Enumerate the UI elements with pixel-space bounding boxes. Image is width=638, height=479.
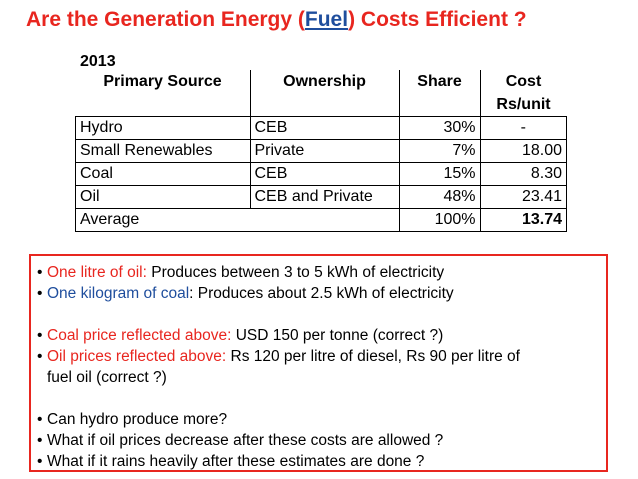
note-question: • What if oil prices decrease after these… (37, 430, 600, 451)
title-prefix: Are the Generation Energy (26, 8, 298, 31)
table-row: Small Renewables Private 7% 18.00 (75, 139, 567, 163)
cell-share: 30% (398, 116, 481, 140)
cell-source: Coal (75, 162, 251, 186)
note-coal-kg: • One kilogram of coal: Produces about 2.… (37, 283, 600, 304)
cell-ownership: CEB (249, 162, 400, 186)
cell-cost: 23.41 (479, 185, 567, 209)
note-text: Rs 120 per litre of diesel, Rs 90 per li… (226, 348, 520, 365)
note-text: : Produces about 2.5 kWh of electricity (189, 285, 454, 302)
average-label: Average (75, 208, 400, 232)
table-row: Oil CEB and Private 48% 23.41 (75, 185, 567, 209)
title-close-paren: ) (348, 8, 356, 31)
note-coal-price: • Coal price reflected above: USD 150 per… (37, 325, 600, 346)
note-label: Coal price reflected above: (47, 327, 232, 344)
cell-cost: 8.30 (479, 162, 567, 186)
note-text: USD 150 per tonne (correct ?) (231, 327, 444, 344)
title-suffix: Costs Efficient ? (355, 8, 527, 31)
table-year: 2013 (80, 53, 116, 70)
note-question: • Can hydro produce more? (37, 409, 600, 430)
average-cost: 13.74 (479, 208, 567, 232)
table-row: Hydro CEB 30% - (75, 116, 567, 140)
cell-share: 48% (398, 185, 481, 209)
bullet-icon: • (37, 348, 43, 365)
notes-box: • One litre of oil: Produces between 3 to… (29, 254, 608, 472)
bullet-icon: • (37, 453, 43, 470)
question-text: What if oil prices decrease after these … (47, 432, 444, 449)
table-row: Coal CEB 15% 8.30 (75, 162, 567, 186)
title-fuel: Fuel (304, 8, 349, 31)
bullet-icon: • (37, 285, 43, 302)
cell-ownership: CEB and Private (249, 185, 400, 209)
cell-cost: - (479, 116, 567, 140)
cell-source: Small Renewables (75, 139, 251, 163)
cell-cost: 18.00 (479, 139, 567, 163)
header-share: Share (398, 70, 481, 94)
note-question: • What if it rains heavily after these es… (37, 451, 600, 472)
header-cost-unit: Rs/unit (479, 94, 567, 117)
spacer (37, 304, 600, 325)
spacer (37, 388, 600, 409)
cell-source: Oil (75, 185, 251, 209)
bullet-icon: • (37, 411, 43, 428)
note-label: One kilogram of coal (47, 285, 190, 302)
average-row: Average 100% 13.74 (75, 208, 567, 232)
note-oil-litre: • One litre of oil: Produces between 3 to… (37, 262, 600, 283)
note-label: Oil prices reflected above: (47, 348, 227, 365)
cell-ownership: CEB (249, 116, 400, 140)
note-text: Produces between 3 to 5 kWh of electrici… (146, 264, 445, 281)
header-cost: Cost (479, 70, 567, 94)
cell-ownership: Private (249, 139, 400, 163)
cell-source: Hydro (75, 116, 251, 140)
question-text: What if it rains heavily after these est… (47, 453, 425, 470)
page-title: Are the Generation Energy (Fuel) Costs E… (26, 8, 626, 32)
bullet-icon: • (37, 327, 43, 344)
header-primary-source: Primary Source (75, 70, 251, 94)
question-text: Can hydro produce more? (47, 411, 228, 428)
title-open-paren: ( (297, 8, 305, 31)
average-share: 100% (398, 208, 481, 232)
header-ownership: Ownership (249, 70, 400, 94)
note-oil-price: • Oil prices reflected above: Rs 120 per … (37, 346, 600, 367)
cost-table: Primary Source Ownership Share Cost Rs/u… (75, 70, 567, 232)
bullet-icon: • (37, 264, 43, 281)
note-label: One litre of oil: (47, 264, 147, 281)
note-oil-price-cont: fuel oil (correct ?) (47, 369, 167, 386)
cell-share: 15% (398, 162, 481, 186)
cell-share: 7% (398, 139, 481, 163)
bullet-icon: • (37, 432, 43, 449)
